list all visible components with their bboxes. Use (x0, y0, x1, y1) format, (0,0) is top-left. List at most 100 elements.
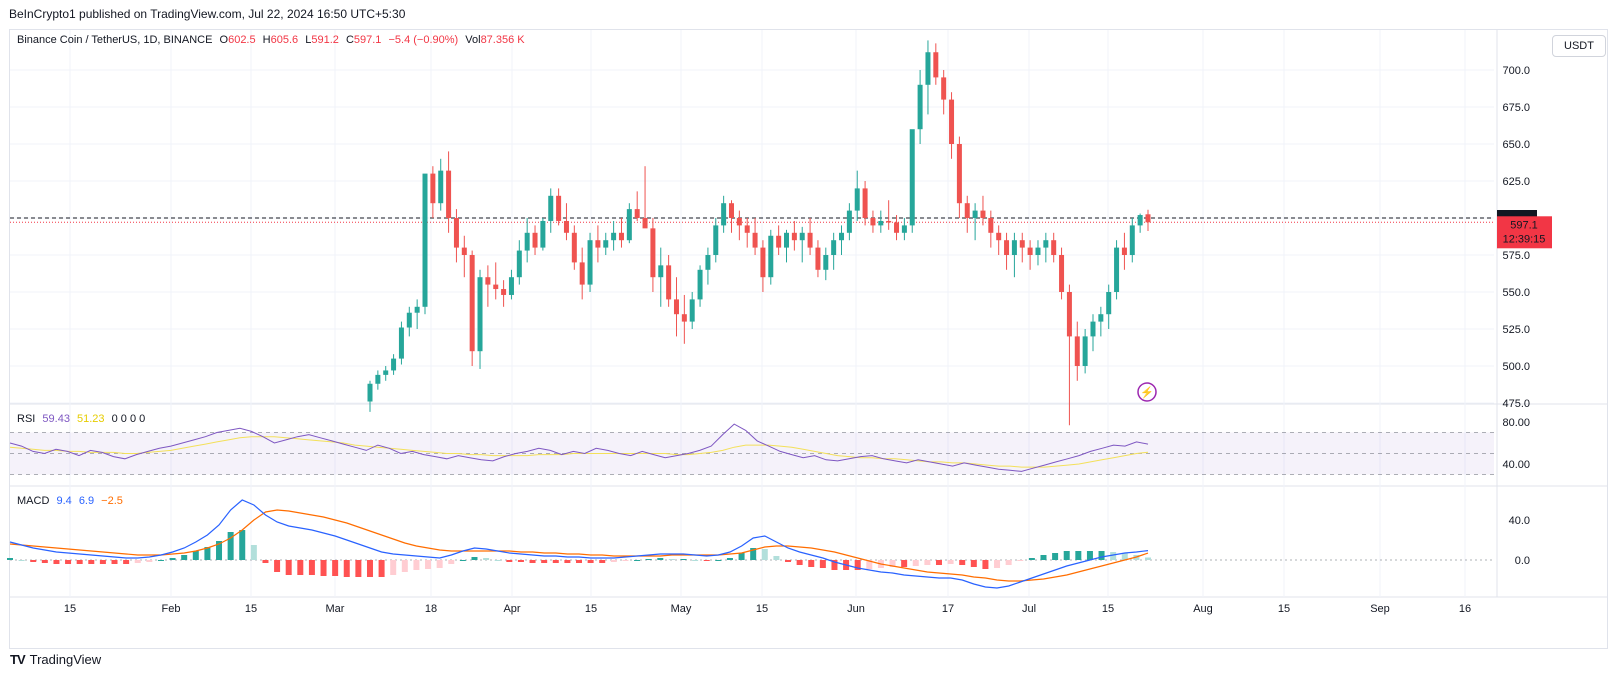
candle-down (1145, 214, 1151, 223)
macd-histogram-bar (866, 560, 873, 569)
macd-histogram-bar (274, 560, 281, 572)
candle-down (996, 232, 1002, 241)
macd-histogram-bar (343, 560, 350, 577)
candle-down (1074, 336, 1080, 366)
macd-histogram-bar (123, 560, 130, 564)
signal-value: 6.9 (78, 495, 95, 507)
macd-histogram-bar (506, 560, 513, 562)
candle-up (548, 195, 554, 221)
candle-down (886, 220, 892, 223)
candle-down (988, 218, 994, 233)
last-price-tag-text: 597.1 (1510, 219, 1538, 231)
macd-histogram-bar (982, 560, 989, 569)
volume-value: 87.356 K (480, 34, 525, 46)
macd-histogram-bar (401, 560, 408, 572)
candle-up (375, 374, 381, 384)
candle-up (1114, 247, 1120, 292)
price-tick-label: 675.0 (1502, 102, 1530, 114)
currency-button[interactable]: USDT (1552, 35, 1606, 57)
hist-value: −2.5 (101, 495, 123, 507)
macd-histogram-bar (250, 545, 257, 560)
candle-up (878, 220, 884, 226)
candle-down (634, 209, 640, 218)
rsi-value: 59.43 (42, 413, 70, 425)
candle-down (532, 232, 538, 248)
tradingview-logo[interactable]: TV TradingView (10, 652, 101, 667)
candle-up (1137, 215, 1143, 226)
macd-histogram-bar (471, 557, 478, 560)
macd-histogram-bar (680, 559, 687, 560)
time-tick-label: Apr (503, 603, 520, 615)
candle-down (956, 144, 962, 204)
macd-histogram-bar (7, 558, 13, 560)
lightning-icon[interactable] (1137, 382, 1157, 402)
candle-down (642, 218, 648, 229)
countdown-text: 12:39:15 (1503, 233, 1546, 245)
macd-label[interactable]: MACD (17, 495, 50, 507)
rsi-legend: RSI 59.43 51.23 0 0 0 0 (17, 413, 149, 425)
time-tick-label: Mar (326, 603, 345, 615)
macd-histogram-bar (1121, 553, 1128, 560)
rsi-line (9, 423, 1149, 472)
candle-down (681, 314, 687, 322)
candle-down (964, 203, 970, 218)
candle-up (909, 129, 915, 226)
macd-histogram-bar (622, 560, 629, 561)
candle-up (854, 188, 860, 211)
open-label: O (219, 34, 229, 46)
macd-histogram-bar (239, 530, 246, 560)
macd-histogram-bar (99, 560, 106, 564)
rsi-band (10, 432, 1494, 475)
time-tick-label: 15 (1102, 603, 1114, 615)
macd-histogram-bar (831, 560, 838, 570)
rsi-ma-line (9, 436, 1149, 468)
candle-up (925, 52, 931, 85)
price-tick-label: 650.0 (1502, 139, 1530, 151)
macd-histogram-bar (192, 551, 199, 560)
time-tick-label: Jul (1022, 603, 1036, 615)
candle-up (406, 312, 412, 328)
candle-up (367, 383, 373, 402)
candle-up (972, 210, 978, 218)
chart-frame[interactable] (9, 29, 1608, 649)
candle-up (1082, 336, 1088, 366)
volume-label: Vol (465, 34, 481, 46)
candle-down (618, 232, 624, 241)
macd-tick-label: 0.0 (1515, 555, 1530, 567)
macd-histogram-bar (157, 560, 164, 561)
candle-down (815, 247, 821, 270)
time-tick-label: 15 (64, 603, 76, 615)
rsi-tick-label: 40.00 (1502, 459, 1530, 471)
time-tick-label: Feb (162, 603, 181, 615)
time-tick-label: 15 (756, 603, 768, 615)
candle-up (901, 225, 907, 233)
rsi-label[interactable]: RSI (17, 413, 36, 425)
macd-signal-line (9, 509, 1149, 582)
candle-down (744, 225, 750, 233)
macd-histogram-bar (1040, 555, 1047, 560)
symbol-title[interactable]: Binance Coin / TetherUS, 1D, BINANCE (17, 34, 213, 46)
candle-up (658, 265, 664, 278)
macd-histogram-bar (819, 560, 826, 568)
candle-up (422, 173, 428, 307)
price-tick-label: 500.0 (1502, 361, 1530, 373)
macd-histogram-bar (76, 560, 83, 564)
time-tick-label: 17 (942, 603, 954, 615)
high-value: 605.6 (270, 34, 299, 46)
candle-up (383, 370, 389, 375)
candle-up (917, 84, 923, 130)
candle-up (697, 269, 703, 300)
candle-up (1043, 240, 1049, 248)
lightning-glyph: ⚡ (1140, 386, 1154, 399)
macd-histogram-bar (320, 560, 327, 576)
time-tick-label: Aug (1193, 603, 1213, 615)
macd-histogram-bar (18, 560, 25, 561)
macd-histogram-bar (703, 560, 710, 561)
candle-up (713, 225, 719, 255)
candle-down (1027, 247, 1033, 255)
candle-up (587, 240, 593, 285)
candle-up (603, 240, 609, 248)
rsi-extra-values: 0 0 0 0 (111, 413, 146, 425)
macd-histogram-bar (576, 560, 582, 563)
